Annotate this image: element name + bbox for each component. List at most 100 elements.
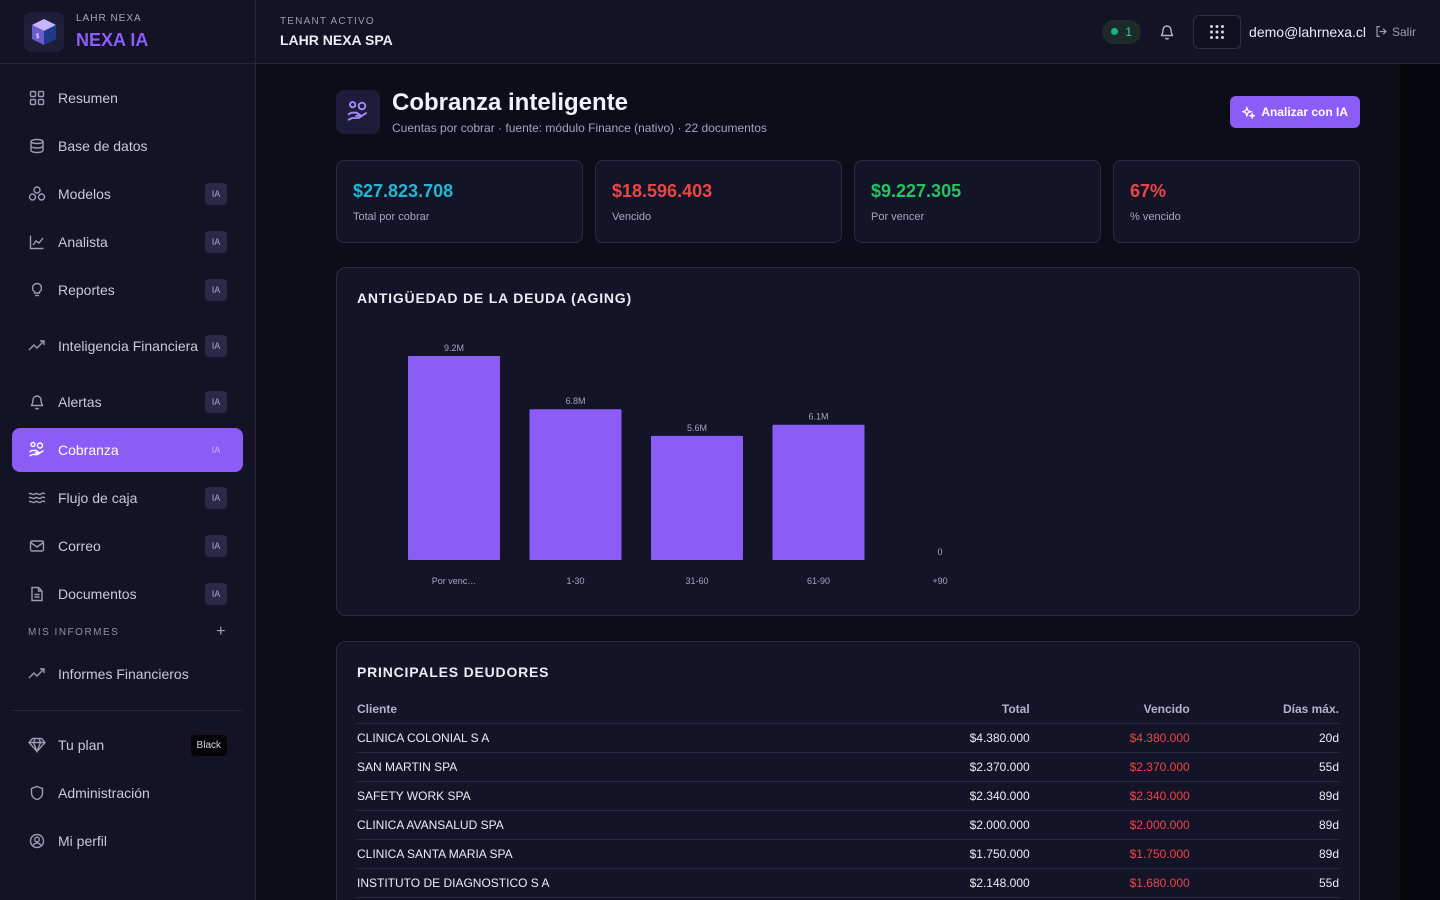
sidebar-item-modelos[interactable]: Modelos IA <box>12 172 243 216</box>
sidebar-item-label: Resumen <box>58 90 118 106</box>
table-row[interactable]: CLINICA COLONIAL S A $4.380.000 $4.380.000… <box>357 723 1339 753</box>
sidebar-item-cobranza[interactable]: Cobranza IA <box>12 428 243 472</box>
add-report-icon[interactable]: + <box>216 623 227 640</box>
ai-badge: IA <box>211 445 221 455</box>
x-tick-label: +90 <box>932 576 947 586</box>
cell-cliente: SAN MARTIN SPA <box>357 752 870 782</box>
analyze-ai-label: Analizar con IA <box>1261 105 1348 119</box>
apps-grid-icon <box>1210 24 1225 39</box>
kpi-vencido: $18.596.403 Vencido <box>595 160 842 243</box>
bar-3[interactable] <box>772 424 865 560</box>
cell-cliente: CLINICA SANTA MARIA SPA <box>357 839 870 869</box>
sidebar-item-documentos[interactable]: Documentos IA <box>12 572 243 616</box>
bar-value-label: 6.8M <box>565 396 585 406</box>
cell-dias-max: 89d <box>1189 839 1339 869</box>
ai-badge: IA <box>205 231 227 253</box>
table-row[interactable]: CLINICA AVANSALUD SPA $2.000.000 $2.000.00… <box>357 810 1339 840</box>
cell-vencido: $2.340.000 <box>1029 781 1190 811</box>
kpi-label: % vencido <box>1130 211 1181 223</box>
status-count: 1 <box>1125 24 1133 39</box>
plan-badge: Black <box>190 734 227 756</box>
table-row[interactable]: INSTITUTO DE DIAGNOSTICO S A $2.148.000 $1… <box>357 868 1339 898</box>
bar-0[interactable] <box>408 356 500 560</box>
sidebar-item-analista[interactable]: Analista IA <box>12 220 243 264</box>
sidebar-item-resumen[interactable]: Resumen <box>12 76 243 120</box>
document-icon <box>28 585 46 603</box>
svg-text:$: $ <box>36 34 40 40</box>
col-header-vencido: Vencido <box>1029 696 1190 724</box>
aging-chart-card: ANTIGÜEDAD DE LA DEUDA (AGING) 9.2M Por v… <box>336 267 1360 616</box>
col-header-cliente: Cliente <box>357 696 870 724</box>
tenant-label: TENANT ACTIVO <box>280 15 375 27</box>
kpi-porcentaje-vencido: 67% % vencido <box>1113 160 1360 243</box>
chart-title: ANTIGÜEDAD DE LA DEUDA (AGING) <box>357 290 632 306</box>
notifications-bell-icon[interactable] <box>1157 22 1177 42</box>
bar-value-label: 6.1M <box>808 412 828 422</box>
hand-coins-icon <box>28 441 46 459</box>
brand[interactable]: $ LAHR NEXA NEXA IA <box>0 0 255 64</box>
sidebar-item-mi-perfil[interactable]: Mi perfil <box>12 819 243 863</box>
top-debtors-card: PRINCIPALES DEUDORES Cliente Total Venci… <box>336 641 1360 900</box>
sidebar-item-label: Informes Financieros <box>58 666 189 682</box>
sidebar-item-informes-financieros[interactable]: Informes Financieros <box>12 652 243 696</box>
sidebar-item-base-de-datos[interactable]: Base de datos <box>12 124 243 168</box>
diamond-icon <box>28 736 46 754</box>
cell-cliente: SAFETY WORK SPA <box>357 781 870 811</box>
tenant-name: LAHR NEXA SPA <box>280 31 393 48</box>
sidebar-item-administracion[interactable]: Administración <box>12 771 243 815</box>
x-tick-label: 31-60 <box>685 576 708 586</box>
page-title: Cobranza inteligente <box>392 89 629 116</box>
table-row[interactable]: SAN MARTIN SPA $2.370.000 $2.370.000 55d <box>357 752 1339 782</box>
sidebar-item-reportes[interactable]: Reportes IA <box>12 268 243 312</box>
database-icon <box>28 137 46 155</box>
mail-icon <box>28 537 46 555</box>
table-row[interactable]: SAFETY WORK SPA $2.340.000 $2.340.000 89d <box>357 781 1339 811</box>
bar-value-label: 5.6M <box>687 423 707 433</box>
ai-badge: IA <box>205 335 227 357</box>
ai-badge: IA <box>205 487 227 509</box>
x-tick-label: Por venc… <box>432 576 477 586</box>
aging-bar-chart: 9.2M Por venc… 6.8M 1-30 5.6M 31-60 6.1M 61-90 0… <box>408 343 948 586</box>
sidebar-item-label: Cobranza <box>58 442 119 458</box>
bar-2[interactable] <box>651 435 743 560</box>
section-mis-informes: MIS INFORMES + <box>12 620 243 644</box>
cell-cliente: CLINICA AVANSALUD SPA <box>357 810 870 840</box>
sidebar-item-label: Analista <box>58 234 108 250</box>
cell-vencido: $4.380.000 <box>1029 723 1190 753</box>
kpi-total-por-cobrar: $27.823.708 Total por cobrar <box>336 160 583 243</box>
status-badge[interactable]: 1 <box>1102 19 1142 44</box>
cell-dias-max: 55d <box>1189 868 1339 898</box>
user-email[interactable]: demo@lahrnexa.cl <box>1249 23 1366 40</box>
sidebar-item-tu-plan[interactable]: Tu plan Black <box>12 723 243 767</box>
bar-value-label: 9.2M <box>444 343 464 353</box>
sidebar-nav: Resumen Base de datos Modelos IA Analist… <box>0 64 255 696</box>
kpi-value: $27.823.708 <box>353 181 454 201</box>
bar-1[interactable] <box>529 409 622 560</box>
apps-grid-button[interactable] <box>1193 14 1242 49</box>
ai-badge: IA <box>205 391 227 413</box>
kpi-value: $18.596.403 <box>612 181 713 201</box>
table-row[interactable]: CLINICA SANTA MARIA SPA $1.750.000 $1.750.… <box>357 839 1339 869</box>
cell-total: $1.750.000 <box>869 839 1030 869</box>
kpi-value: 67% <box>1130 181 1167 201</box>
tenant-info: TENANT ACTIVO LAHR NEXA SPA <box>280 16 393 48</box>
ai-badge: IA <box>205 183 227 205</box>
sidebar-item-label: Administración <box>58 785 150 801</box>
sidebar-item-flujo-de-caja[interactable]: Flujo de caja IA <box>12 476 243 520</box>
logout-icon <box>1376 26 1387 37</box>
analyze-ai-button[interactable]: Analizar con IA <box>1230 96 1360 128</box>
hand-coins-icon <box>336 90 380 134</box>
cell-vencido: $1.680.000 <box>1029 868 1190 898</box>
main-content: Cobranza inteligente Cuentas por cobrar … <box>256 64 1400 900</box>
x-tick-label: 61-90 <box>807 576 830 586</box>
cell-vencido: $1.750.000 <box>1029 839 1190 869</box>
sidebar-item-alertas[interactable]: Alertas IA <box>12 380 243 424</box>
kpi-label: Vencido <box>612 211 652 223</box>
sidebar-item-label: Base de datos <box>58 138 148 154</box>
sidebar-item-inteligencia-financiera[interactable]: Inteligencia Financiera IA <box>12 316 243 376</box>
logo-cube-icon: $ <box>24 11 64 52</box>
logout-button[interactable]: Salir <box>1375 25 1416 39</box>
kpi-por-vencer: $9.227.305 Por vencer <box>854 160 1101 243</box>
sidebar-item-correo[interactable]: Correo IA <box>12 524 243 568</box>
sidebar-item-label: Alertas <box>58 394 102 410</box>
